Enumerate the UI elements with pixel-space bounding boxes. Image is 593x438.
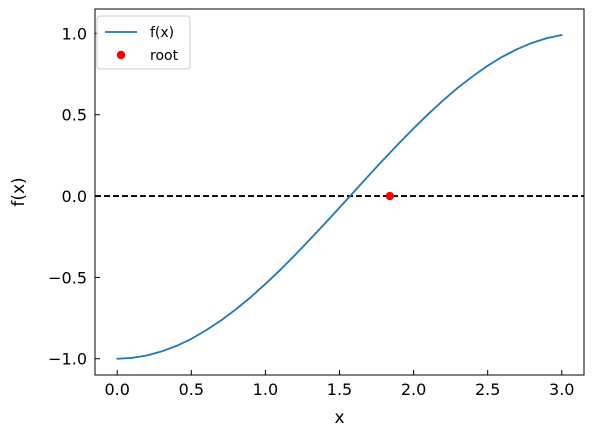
y-tick-label: −1.0 xyxy=(48,350,87,369)
x-tick-label: 2.0 xyxy=(401,380,426,399)
root-marker xyxy=(385,191,395,201)
x-tick-label: 2.5 xyxy=(475,380,500,399)
x-tick-label: 0.0 xyxy=(105,380,130,399)
plot-layer xyxy=(95,34,584,360)
ticks-layer: 0.0 0.5 1.0 1.5 2.0 2.5 3.0 −1.0 −0.5 0.0 0.5 1.0 xyxy=(48,24,574,399)
y-axis-label: f(x) xyxy=(9,177,29,206)
x-axis-label: x xyxy=(334,408,344,428)
x-tick-label: 1.5 xyxy=(327,380,352,399)
y-tick-label: 1.0 xyxy=(62,24,87,43)
legend: f(x) root xyxy=(96,15,191,70)
x-tick-label: 3.0 xyxy=(549,380,574,399)
x-tick-label: 0.5 xyxy=(179,380,204,399)
series-line-fx xyxy=(116,34,563,360)
plot-frame xyxy=(94,8,585,376)
x-tick-label: 1.0 xyxy=(253,380,278,399)
legend-swatch-root xyxy=(116,50,126,60)
y-tick-label: −0.5 xyxy=(48,268,87,287)
legend-label: f(x) xyxy=(150,25,174,41)
y-tick-label: 0.0 xyxy=(62,187,87,206)
y-tick-label: 0.5 xyxy=(62,106,87,125)
legend-label: root xyxy=(150,48,179,64)
